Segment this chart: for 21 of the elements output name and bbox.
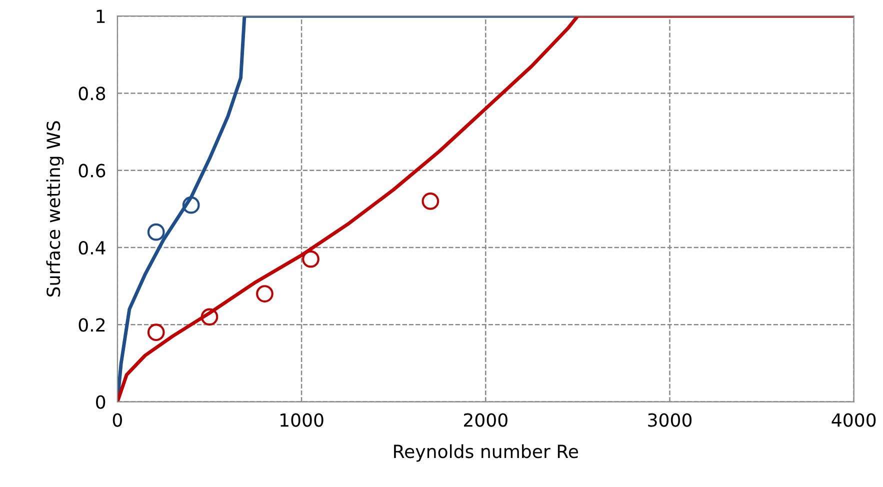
point bbox=[200, 308, 218, 326]
x-tick-label: 2000 bbox=[464, 413, 508, 427]
y-tick-label: 0.4 bbox=[78, 240, 106, 255]
y-tick-label: 0.6 bbox=[78, 164, 106, 178]
y-tick-label: 0 bbox=[96, 395, 106, 409]
x-tick-label: 4000 bbox=[832, 413, 876, 427]
y-tick-label: 0.8 bbox=[78, 86, 106, 100]
point bbox=[302, 250, 320, 268]
y-axis-title: Surface wetting WS bbox=[46, 121, 64, 296]
y-tick-label: 1 bbox=[96, 10, 105, 23]
point bbox=[256, 285, 274, 302]
x-tick-label: 3000 bbox=[648, 413, 692, 427]
point bbox=[147, 223, 165, 241]
y-tick-label: 0.2 bbox=[78, 318, 105, 332]
point bbox=[147, 324, 165, 342]
point bbox=[182, 196, 200, 214]
x-tick-label: 1000 bbox=[280, 413, 324, 427]
line-series bbox=[117, 16, 854, 402]
point bbox=[422, 192, 440, 210]
x-tick-label: 0 bbox=[112, 413, 122, 427]
x-axis-title: Reynolds number Re bbox=[394, 444, 578, 462]
